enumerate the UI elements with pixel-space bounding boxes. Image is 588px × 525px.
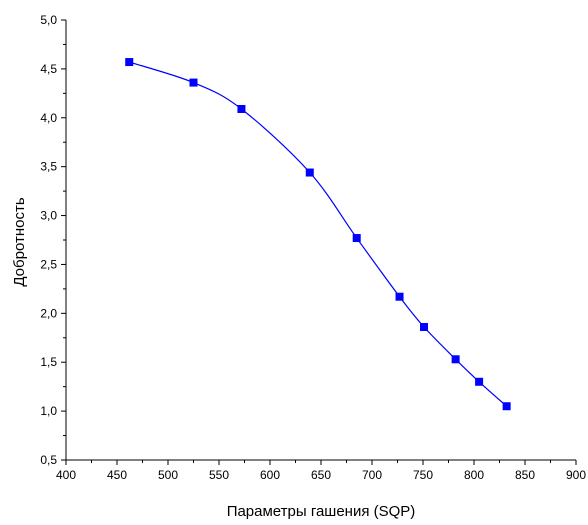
x-tick-label: 550 — [209, 468, 229, 482]
x-ticks: 400 450 500 550 600 650 700 750 800 850 900 — [56, 460, 586, 482]
y-axis-title: Добротность — [11, 197, 28, 286]
x-tick-label: 800 — [464, 468, 484, 482]
fit-curve — [129, 62, 506, 406]
x-tick-label: 900 — [566, 468, 586, 482]
data-point — [190, 79, 198, 87]
x-tick-label: 750 — [413, 468, 433, 482]
data-point — [396, 293, 404, 301]
data-point — [420, 323, 428, 331]
data-point — [475, 378, 483, 386]
x-axis-title: Параметры гашения (SQP) — [227, 503, 416, 520]
data-point — [503, 402, 511, 410]
data-point — [353, 234, 361, 242]
y-tick-label: 1,0 — [40, 404, 57, 418]
y-tick-label: 5,0 — [40, 13, 57, 27]
y-tick-label: 1,5 — [40, 355, 57, 369]
x-tick-label: 500 — [158, 468, 178, 482]
y-tick-label: 3,0 — [40, 209, 57, 223]
y-tick-label: 0,5 — [40, 453, 57, 467]
y-tick-label: 2,0 — [40, 306, 57, 320]
x-tick-label: 700 — [362, 468, 382, 482]
x-tick-label: 450 — [107, 468, 127, 482]
x-tick-label: 650 — [311, 468, 331, 482]
data-point — [237, 105, 245, 113]
x-tick-label: 600 — [260, 468, 280, 482]
y-ticks: 0,5 1,0 1,5 2,0 2,5 3,0 3,5 4,0 4,5 5,0 — [40, 13, 66, 467]
plot-area: 400 450 500 550 600 650 700 750 800 850 900 0,5 1,0… — [40, 13, 586, 482]
x-tick-label: 400 — [56, 468, 76, 482]
data-point — [306, 169, 314, 177]
y-tick-label: 2,5 — [40, 257, 57, 271]
data-point — [452, 355, 460, 363]
x-tick-label: 850 — [515, 468, 535, 482]
data-points — [125, 58, 510, 410]
y-tick-label: 4,5 — [40, 62, 57, 76]
y-tick-label: 4,0 — [40, 111, 57, 125]
data-point — [125, 58, 133, 66]
y-tick-label: 3,5 — [40, 160, 57, 174]
